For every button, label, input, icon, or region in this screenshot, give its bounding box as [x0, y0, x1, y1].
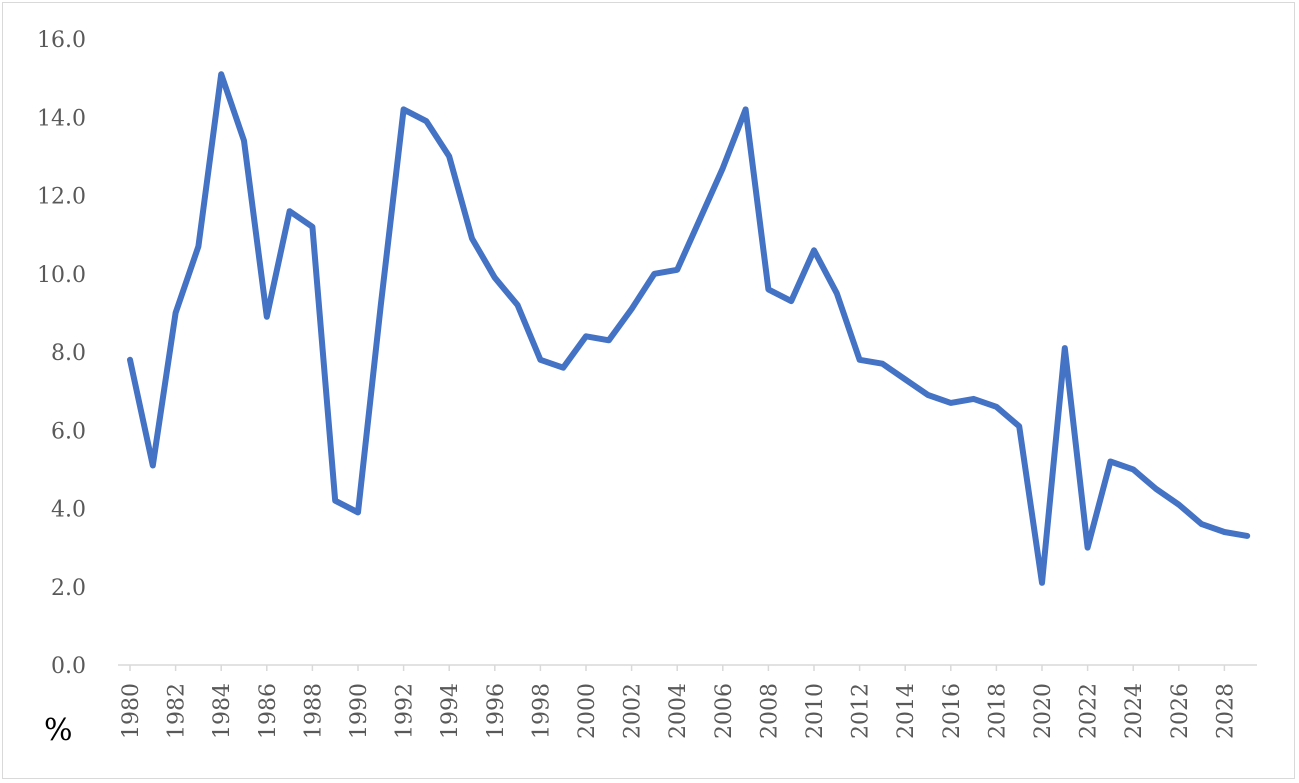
y-tick-label: 6.0: [51, 419, 86, 444]
x-tick-label: 2004: [666, 683, 691, 739]
x-tick-label: 2020: [1031, 683, 1056, 739]
series-group: [127, 71, 1251, 586]
x-tick-label: 2014: [894, 683, 919, 739]
x-tick-label: 2006: [712, 683, 737, 739]
x-tick-label: 1980: [119, 683, 144, 739]
x-tick-label: 2012: [849, 683, 874, 739]
x-tick-label: 1992: [393, 683, 418, 739]
y-tick-label: 14.0: [37, 106, 86, 131]
x-tick-label: 1990: [347, 683, 372, 739]
y-tick-label: 12.0: [37, 185, 86, 210]
x-tick-label: 1994: [438, 683, 463, 739]
x-tick-label: 2022: [1077, 683, 1102, 739]
x-tick-label: 1986: [256, 683, 281, 739]
x-tick-label: 2008: [757, 683, 782, 739]
y-tick-label: 8.0: [51, 341, 86, 366]
x-tick-label: 2000: [575, 683, 600, 739]
y-tick-label: 2.0: [51, 576, 86, 601]
x-tick-label: 1982: [165, 683, 190, 739]
series-line: [127, 71, 1251, 586]
x-tick-label: 2024: [1122, 683, 1147, 739]
y-tick-label: 16.0: [37, 28, 86, 53]
x-tick-label: 1984: [210, 683, 235, 739]
y-tick-label: 0.0: [51, 654, 86, 679]
y-tick-label: 10.0: [37, 263, 86, 288]
x-tick-label: 2010: [803, 683, 828, 739]
x-tick-label: 2018: [985, 683, 1010, 739]
y-axis-ticks: 0.0 2.0 4.0 6.0 8.0 10.0 12.0 14.0 16.0: [37, 28, 86, 679]
x-tick-label: 1988: [301, 683, 326, 739]
x-tick-label: 2028: [1213, 683, 1238, 739]
x-tick-label: 2002: [621, 683, 646, 739]
x-tick-label: 1998: [529, 683, 554, 739]
x-tick-label: 2026: [1168, 683, 1193, 739]
x-tick-label: 1996: [484, 683, 509, 739]
x-axis-ticks: 1980 1982 1984 1986 1988 1990 1992 1994 1996 1998…: [119, 665, 1238, 739]
x-tick-label: 2016: [940, 683, 965, 739]
y-unit-label: %: [44, 713, 73, 748]
y-tick-label: 4.0: [51, 498, 86, 523]
